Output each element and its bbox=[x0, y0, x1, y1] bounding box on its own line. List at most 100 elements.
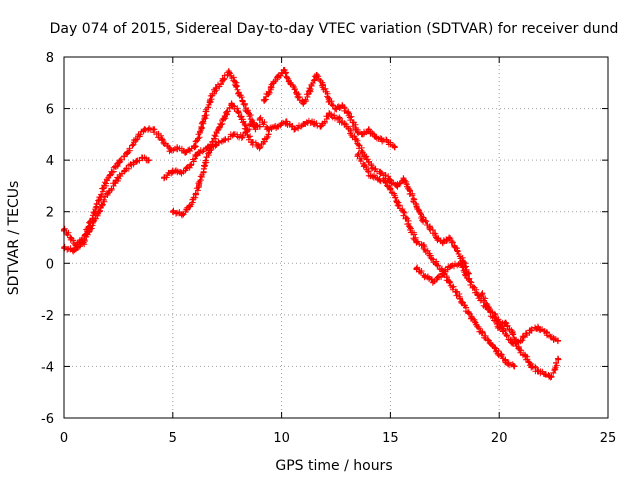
data-point bbox=[132, 136, 139, 143]
x-tick-label: 5 bbox=[169, 431, 177, 446]
data-point bbox=[265, 126, 272, 133]
data-point bbox=[343, 123, 350, 130]
data-point bbox=[498, 353, 505, 360]
data-point bbox=[393, 198, 400, 205]
data-point bbox=[509, 329, 516, 336]
data-point bbox=[202, 159, 209, 166]
data-point bbox=[526, 327, 533, 334]
data-point bbox=[367, 172, 374, 179]
data-point bbox=[352, 126, 359, 133]
data-point bbox=[511, 363, 518, 370]
data-point bbox=[413, 265, 420, 272]
data-point bbox=[359, 131, 366, 138]
data-point bbox=[274, 74, 281, 81]
data-point bbox=[274, 123, 281, 130]
data-point bbox=[239, 133, 246, 140]
data-point bbox=[319, 82, 326, 89]
data-point bbox=[393, 182, 400, 189]
data-point bbox=[472, 319, 479, 326]
x-tick-label: 10 bbox=[273, 431, 290, 446]
data-point bbox=[93, 203, 100, 210]
data-point bbox=[326, 110, 333, 117]
data-point bbox=[452, 244, 459, 251]
data-point bbox=[169, 167, 176, 174]
data-point bbox=[550, 335, 557, 342]
data-point bbox=[232, 82, 239, 89]
data-point bbox=[248, 121, 255, 128]
y-tick-label: -4 bbox=[41, 360, 54, 375]
data-point bbox=[228, 100, 235, 107]
data-point bbox=[213, 84, 220, 91]
y-tick-label: 8 bbox=[46, 51, 54, 66]
x-tick-label: 0 bbox=[60, 431, 68, 446]
y-tick-label: -6 bbox=[41, 412, 54, 427]
data-point bbox=[426, 252, 433, 259]
data-point bbox=[535, 324, 542, 331]
data-point bbox=[293, 90, 300, 97]
data-point bbox=[226, 69, 233, 76]
data-point bbox=[446, 234, 453, 241]
series-track-a bbox=[60, 68, 259, 253]
data-point bbox=[182, 149, 189, 156]
data-point bbox=[426, 224, 433, 231]
data-point bbox=[235, 108, 242, 115]
chart-title: Day 074 of 2015, Sidereal Day-to-day VTE… bbox=[50, 21, 619, 37]
data-point bbox=[491, 345, 498, 352]
data-point bbox=[167, 146, 174, 153]
data-point bbox=[478, 291, 485, 298]
data-point bbox=[187, 162, 194, 169]
data-point bbox=[361, 151, 368, 158]
data-point bbox=[465, 275, 472, 282]
data-point bbox=[541, 371, 548, 378]
data-point bbox=[100, 185, 107, 192]
data-point bbox=[309, 118, 316, 125]
x-tick-label: 25 bbox=[600, 431, 617, 446]
data-point bbox=[95, 208, 102, 215]
data-point bbox=[515, 345, 522, 352]
data-point bbox=[215, 126, 222, 133]
data-point bbox=[161, 175, 168, 182]
data-point bbox=[448, 262, 455, 269]
data-point bbox=[300, 121, 307, 128]
data-point bbox=[282, 118, 289, 125]
data-point bbox=[178, 170, 185, 177]
data-point bbox=[113, 177, 120, 184]
x-tick-label: 15 bbox=[382, 431, 399, 446]
data-point bbox=[195, 149, 202, 156]
data-point bbox=[387, 185, 394, 192]
data-point bbox=[554, 355, 561, 362]
series-track-c bbox=[161, 121, 263, 182]
data-point bbox=[420, 216, 427, 223]
data-point bbox=[378, 170, 385, 177]
data-point bbox=[145, 157, 152, 164]
data-point bbox=[130, 159, 137, 166]
data-point bbox=[487, 309, 494, 316]
data-point bbox=[87, 226, 94, 233]
data-point bbox=[387, 177, 394, 184]
data-point bbox=[378, 136, 385, 143]
data-point bbox=[502, 319, 509, 326]
data-point bbox=[339, 102, 346, 109]
data-point bbox=[158, 136, 165, 143]
data-point bbox=[400, 175, 407, 182]
data-point bbox=[439, 239, 446, 246]
data-point bbox=[248, 139, 255, 146]
data-point bbox=[496, 324, 503, 331]
data-point bbox=[306, 87, 313, 94]
data-point bbox=[406, 224, 413, 231]
data-point bbox=[485, 337, 492, 344]
data-point bbox=[256, 144, 263, 151]
data-point bbox=[124, 149, 131, 156]
data-point bbox=[106, 172, 113, 179]
data-point bbox=[317, 123, 324, 130]
x-tick-label: 20 bbox=[491, 431, 508, 446]
data-point bbox=[267, 84, 274, 91]
data-point bbox=[195, 182, 202, 189]
y-tick-label: -2 bbox=[41, 309, 54, 324]
data-point bbox=[548, 373, 555, 380]
data-point bbox=[208, 141, 215, 148]
plot-frame bbox=[63, 56, 609, 419]
data-point bbox=[280, 66, 287, 73]
data-point bbox=[222, 136, 229, 143]
